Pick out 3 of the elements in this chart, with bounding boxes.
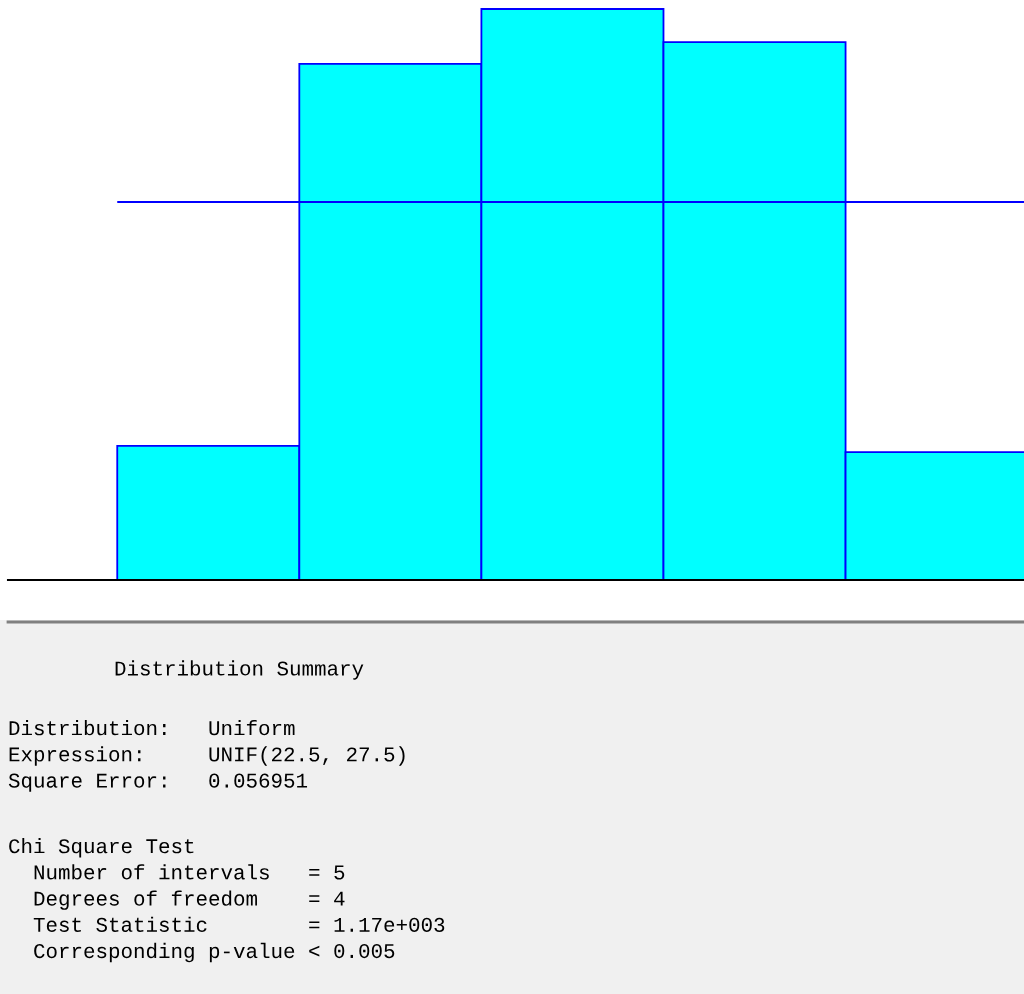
text: Distribution Summary [115,660,364,680]
text: Chi Square Test Number of intervals = 5 Degrees of freedom = 4 Test Statistic = 1.17e+003 Corresponding p-value < 0.005 [9,838,445,963]
text: Distribution: Uniform Expression: UNIF(22.5, 27.5) Square Error: 0.056951 [8,720,405,792]
